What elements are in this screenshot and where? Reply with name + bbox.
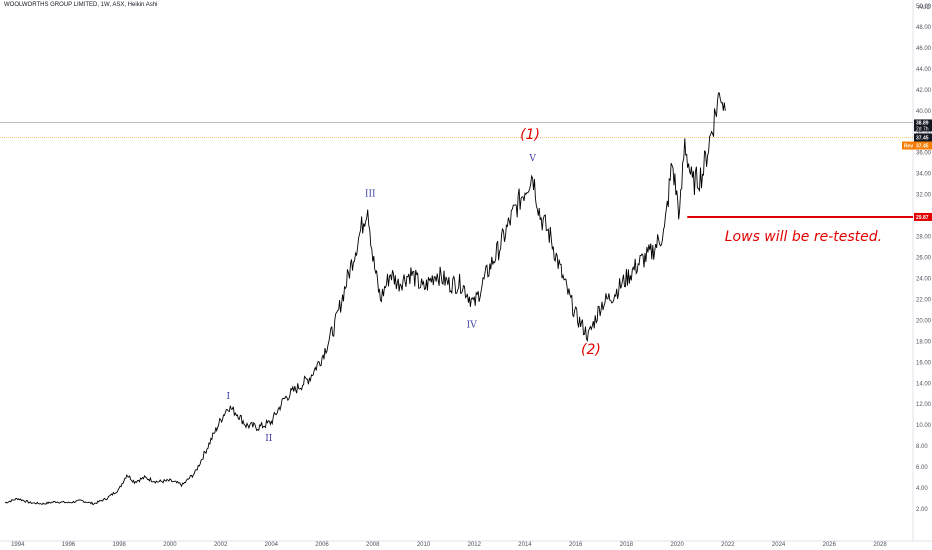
y-axis[interactable]: 2.00 4.00 6.00 8.00 10.00 12.00 14.00 16.00 18.0…: [916, 4, 932, 513]
y-tick-label: 34.00: [916, 172, 932, 178]
y-tick-label: 6.00: [916, 465, 928, 471]
wave-label-minor: II: [265, 434, 273, 444]
revision-badge-prefix: Rev: [904, 144, 913, 150]
y-tick-label: 50.00: [916, 4, 932, 10]
x-tick-label: 2024: [772, 542, 786, 548]
x-tick-label: 2014: [518, 542, 532, 548]
x-tick-label: 2012: [468, 542, 482, 548]
x-tick-label: 2018: [620, 542, 634, 548]
x-tick-label: 2008: [366, 542, 380, 548]
y-tick-label: 10.00: [916, 423, 932, 429]
y-tick-label: 16.00: [916, 360, 932, 366]
y-tick-label: 2.00: [916, 507, 928, 513]
x-tick-label: 2004: [265, 542, 279, 548]
price-series-line: [4, 92, 726, 506]
support-level-value: 29.87: [916, 215, 929, 221]
y-tick-label: 44.00: [916, 67, 932, 73]
x-tick-label: 2026: [823, 542, 837, 548]
y-tick-label: 22.00: [916, 297, 932, 303]
last-price-badge: [914, 119, 932, 132]
support-level-badge: [914, 212, 932, 221]
x-tick-label: 2016: [569, 542, 583, 548]
y-tick-label: 40.00: [916, 109, 932, 115]
x-tick-label: 2002: [214, 542, 228, 548]
chart-title: WOOLWORTHS GROUP LIMITED, 1W, ASX, Heiki…: [4, 2, 158, 8]
revision-badge-value: 37.45: [916, 144, 929, 150]
orange-level-badge: [914, 133, 932, 142]
y-tick-label: 4.00: [916, 486, 928, 492]
y-tick-label: 42.00: [916, 88, 932, 94]
last-price-countdown: 2d 7h: [916, 126, 929, 132]
wave-label-minor: I: [226, 392, 230, 402]
y-tick-label: 18.00: [916, 339, 932, 345]
y-tick-label: 32.00: [916, 193, 932, 199]
y-tick-label: 8.00: [916, 444, 928, 450]
y-tick-label: 38.00: [916, 130, 932, 136]
x-tick-label: 2000: [163, 542, 177, 548]
x-tick-label: 1996: [62, 542, 76, 548]
x-tick-label: 1998: [113, 542, 127, 548]
levels-layer: [0, 122, 913, 218]
y-tick-label: 48.00: [916, 25, 932, 31]
y-tick-label: 28.00: [916, 235, 932, 241]
y-tick-label: 46.00: [916, 46, 932, 52]
wave-label-major: (1): [520, 127, 540, 143]
revision-badge: [902, 141, 932, 150]
annotation-text: Lows will be re-tested.: [725, 229, 882, 245]
y-tick-label: 36.00: [916, 151, 932, 157]
last-price-value: 38.89: [916, 120, 929, 126]
wave-label-minor: IV: [467, 321, 478, 331]
orange-level-value: 37.45: [916, 136, 929, 142]
y-tick-label: 26.00: [916, 256, 932, 262]
wave-label-minor: III: [365, 190, 376, 200]
wave-label-major: (2): [581, 342, 601, 358]
y-tick-label: 14.00: [916, 381, 932, 387]
series-layer: [4, 92, 726, 506]
x-tick-label: 2006: [315, 542, 329, 548]
x-axis[interactable]: 1994 1996 1998 2000 2002 2004 2006 2008 2010 2012…: [11, 542, 887, 548]
y-tick-label: 24.00: [916, 276, 932, 282]
x-tick-label: 2010: [417, 542, 431, 548]
y-tick-label: 12.00: [916, 402, 932, 408]
currency-label: AUD: [918, 5, 931, 11]
wave-label-minor: V: [528, 154, 536, 164]
x-tick-label: 2020: [670, 542, 684, 548]
x-tick-label: 2022: [721, 542, 735, 548]
x-tick-label: 1994: [11, 542, 25, 548]
x-tick-label: 2028: [873, 542, 887, 548]
y-tick-label: 20.00: [916, 318, 932, 324]
